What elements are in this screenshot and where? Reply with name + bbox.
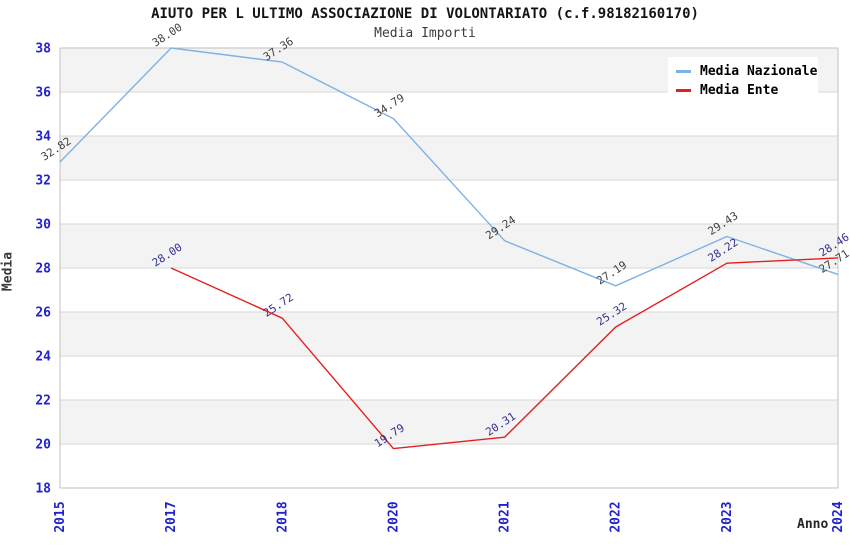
legend-line-swatch-red-icon (676, 89, 691, 92)
svg-text:2015: 2015 (53, 501, 68, 532)
chart-title: AIUTO PER L ULTIMO ASSOCIAZIONE DI VOLON… (151, 6, 699, 22)
svg-text:36: 36 (35, 86, 51, 101)
svg-text:2021: 2021 (498, 501, 513, 532)
svg-text:18: 18 (35, 482, 51, 497)
svg-text:22: 22 (35, 394, 51, 409)
svg-text:2024: 2024 (831, 501, 846, 532)
legend-item-media-ente: Media Ente (676, 81, 812, 100)
x-axis-title: Anno (797, 517, 829, 532)
chart-legend: Media Nazionale Media Ente (668, 57, 818, 105)
chart-subtitle: Media Importi (374, 26, 476, 41)
svg-text:34.79: 34.79 (372, 91, 407, 120)
svg-text:30: 30 (35, 218, 51, 233)
svg-text:28: 28 (35, 262, 51, 277)
svg-text:2018: 2018 (275, 501, 290, 532)
legend-label: Media Nazionale (700, 64, 818, 79)
svg-text:38.00: 38.00 (150, 21, 185, 50)
svg-text:26: 26 (35, 306, 51, 321)
svg-text:2023: 2023 (720, 501, 735, 532)
svg-text:24: 24 (35, 350, 51, 365)
legend-item-media-nazionale: Media Nazionale (676, 62, 817, 81)
legend-line-swatch-blue-icon (676, 70, 691, 73)
svg-text:34: 34 (35, 130, 51, 145)
svg-text:2020: 2020 (386, 501, 401, 532)
svg-text:20: 20 (35, 438, 51, 453)
svg-text:2022: 2022 (609, 501, 624, 532)
svg-text:38: 38 (35, 42, 51, 57)
svg-text:2017: 2017 (164, 501, 179, 532)
legend-label: Media Ente (700, 83, 779, 98)
svg-text:32: 32 (35, 174, 51, 189)
